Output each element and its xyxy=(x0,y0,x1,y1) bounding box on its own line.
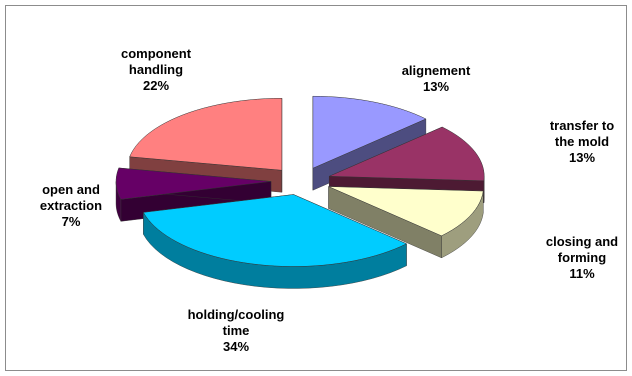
slice-label-line: open and xyxy=(42,182,100,197)
slice-label-2: closing and forming 11% xyxy=(546,234,618,281)
slice-label-5: component handling 22% xyxy=(121,46,192,93)
slice-label-line: forming xyxy=(558,250,606,265)
pie-labels: alignement 13%transfer to the mold 13%closi… xyxy=(40,46,618,354)
slice-label-line: handling xyxy=(129,62,183,77)
slice-label-line: transfer to xyxy=(550,118,614,133)
slice-percent: 22% xyxy=(143,78,169,93)
slice-label-3: holding/cooling time 34% xyxy=(188,307,285,354)
pie-tops xyxy=(115,95,485,267)
pie-slice-4[interactable] xyxy=(115,167,272,200)
slice-percent: 34% xyxy=(223,339,249,354)
slice-label-1: transfer to the mold 13% xyxy=(550,118,614,165)
slice-label-line: extraction xyxy=(40,198,102,213)
slice-percent: 13% xyxy=(423,79,449,94)
slice-label-0: alignement 13% xyxy=(402,63,471,94)
slice-label-line: holding/cooling xyxy=(188,307,285,322)
slice-label-line: alignement xyxy=(402,63,471,78)
slice-percent: 13% xyxy=(569,150,595,165)
pie-chart: alignement 13%transfer to the mold 13%closi… xyxy=(40,46,618,354)
slice-label-4: open and extraction 7% xyxy=(40,182,102,229)
pie-slice-3[interactable] xyxy=(142,194,408,267)
slice-label-line: closing and xyxy=(546,234,618,249)
chart-area: alignement 13% transfer to the mold 13% closi… xyxy=(5,5,627,371)
slice-percent: 11% xyxy=(569,266,595,281)
pie-slice-1[interactable] xyxy=(329,126,485,182)
slice-label-line: the mold xyxy=(555,134,609,149)
pie-slice-2[interactable] xyxy=(328,186,484,237)
slice-label-line: time xyxy=(223,323,250,338)
pie-slice-0[interactable] xyxy=(312,95,427,169)
slice-percent: 7% xyxy=(62,214,81,229)
pie-slice-5[interactable] xyxy=(129,98,283,171)
slice-label-line: component xyxy=(121,46,192,61)
